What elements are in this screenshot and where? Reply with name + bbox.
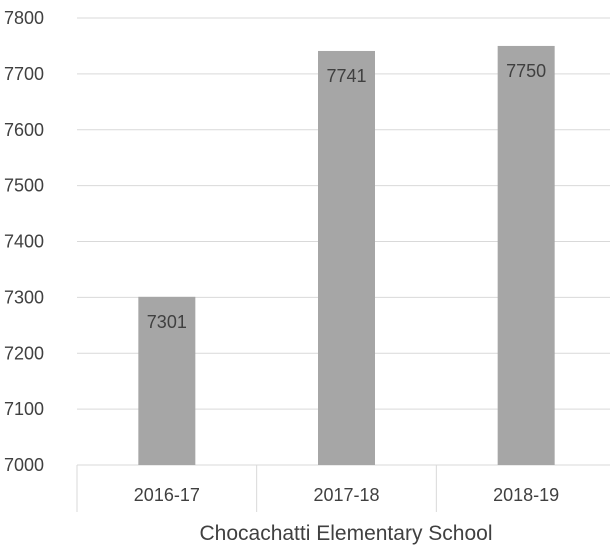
data-label: 7301 — [147, 312, 187, 332]
y-tick-label: 7300 — [4, 287, 44, 307]
data-label: 7741 — [326, 66, 366, 86]
data-labels: 7301 7741 7750 — [147, 61, 546, 332]
y-tick-label: 7100 — [4, 399, 44, 419]
y-axis-ticks: 7000 7100 7200 7300 7400 7500 7600 7700 7800 — [4, 8, 44, 475]
y-tick-label: 7600 — [4, 120, 44, 140]
x-tick-label: 2018-19 — [493, 485, 559, 505]
x-tick-label: 2017-18 — [313, 485, 379, 505]
bar-2018-19 — [497, 45, 555, 465]
data-label: 7750 — [506, 61, 546, 81]
y-tick-label: 7500 — [4, 176, 44, 196]
bars — [138, 45, 555, 466]
y-tick-label: 7200 — [4, 343, 44, 363]
x-tick-label: 2016-17 — [134, 485, 200, 505]
bar-2016-17 — [138, 296, 196, 465]
x-axis-title: Chocachatti Elementary School — [200, 522, 493, 545]
y-tick-label: 7000 — [4, 455, 44, 475]
y-tick-label: 7800 — [4, 8, 44, 28]
x-axis: 2016-17 2017-18 2018-19 — [76, 465, 559, 512]
y-tick-label: 7700 — [4, 64, 44, 84]
y-tick-label: 7400 — [4, 232, 44, 252]
bar-2017-18 — [318, 50, 375, 466]
